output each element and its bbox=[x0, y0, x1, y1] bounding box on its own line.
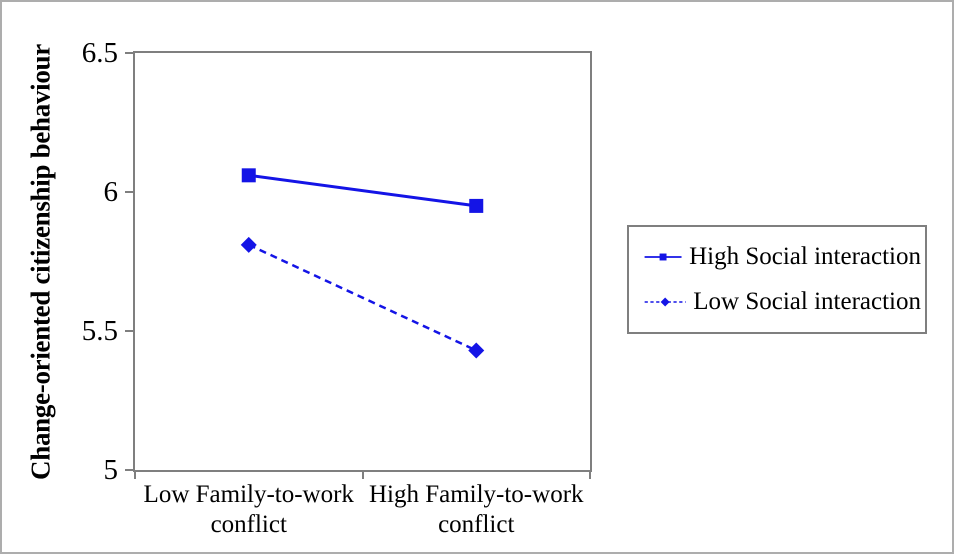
y-tick-label: 6.5 bbox=[81, 37, 118, 69]
square-marker bbox=[241, 168, 256, 183]
y-tick-mark bbox=[125, 469, 135, 471]
diamond-marker bbox=[240, 236, 257, 253]
diamond-marker bbox=[468, 342, 485, 359]
legend-square-line-icon bbox=[644, 253, 682, 261]
legend: High Social interaction Low Social intera… bbox=[627, 225, 927, 334]
y-tick-label: 5 bbox=[103, 454, 119, 486]
diamond-marker bbox=[660, 297, 670, 307]
square-marker bbox=[659, 253, 667, 261]
legend-item-high-social-interaction: High Social interaction bbox=[644, 243, 921, 271]
legend-label: High Social interaction bbox=[689, 243, 921, 271]
square-marker bbox=[469, 198, 484, 213]
y-tick-label: 5.5 bbox=[81, 315, 118, 347]
x-category-label: High Family-to-work conflict bbox=[368, 481, 584, 538]
x-tick-mark bbox=[589, 470, 591, 479]
x-category-label: Low Family-to-work conflict bbox=[143, 481, 354, 538]
series-line-high-social-interaction bbox=[248, 173, 477, 208]
series-line-low-social-interaction bbox=[248, 243, 477, 352]
x-tick-mark bbox=[134, 470, 136, 479]
legend-item-low-social-interaction: Low Social interaction bbox=[644, 288, 921, 316]
legend-diamond-line-icon bbox=[644, 297, 686, 307]
y-tick-mark bbox=[125, 52, 135, 54]
y-axis-title: Change-oriented citizenship behaviour bbox=[25, 44, 56, 480]
y-tick-label: 6 bbox=[103, 176, 119, 208]
plot-area bbox=[133, 51, 592, 472]
x-tick-mark bbox=[361, 470, 364, 479]
series-plot bbox=[240, 168, 485, 359]
y-tick-mark bbox=[125, 191, 135, 193]
y-tick-mark bbox=[125, 330, 135, 332]
legend-label: Low Social interaction bbox=[693, 287, 921, 315]
